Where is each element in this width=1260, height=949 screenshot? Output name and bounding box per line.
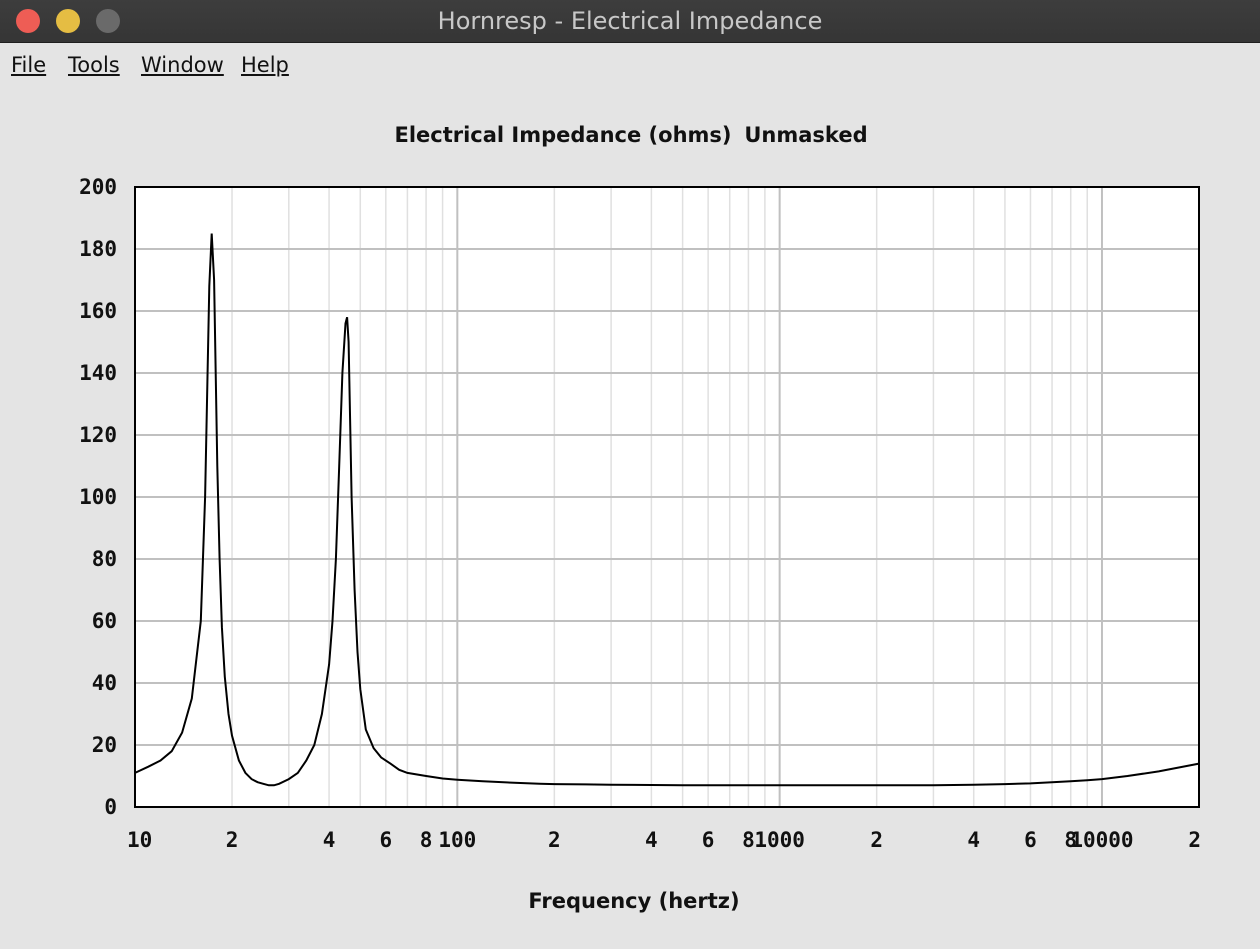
menu-tools[interactable]: Tools [68,53,120,77]
menu-bar: File Tools Window Help [0,43,1260,87]
x-tick-label: 10 [127,828,152,852]
x-tick-label: 2 [870,828,883,852]
x-tick-label: 1000 [754,828,805,852]
x-axis-label: Frequency (hertz) [528,889,739,913]
x-tick-label: 8 [420,828,433,852]
minimize-window-button[interactable] [56,9,80,33]
y-tick-label: 140 [79,361,117,385]
x-tick-label: 4 [967,828,980,852]
x-tick-label: 2 [1188,828,1201,852]
y-tick-label: 60 [92,609,117,633]
y-tick-label: 160 [79,299,117,323]
x-tick-label: 2 [548,828,561,852]
x-tick-label: 6 [1024,828,1037,852]
y-tick-label: 0 [104,795,117,819]
y-tick-label: 40 [92,671,117,695]
x-tick-label: 4 [645,828,658,852]
y-tick-label: 100 [79,485,117,509]
chart-subtitle: Unmasked [744,123,867,147]
title-bar: Hornresp - Electrical Impedance [0,0,1260,43]
x-tick-label: 2 [226,828,239,852]
y-tick-label: 200 [79,175,117,199]
y-tick-label: 120 [79,423,117,447]
y-tick-label: 80 [92,547,117,571]
window-title: Hornresp - Electrical Impedance [437,7,823,35]
zoom-window-button[interactable] [96,9,120,33]
impedance-curve [134,233,1200,787]
y-tick-label: 20 [92,733,117,757]
x-tick-label: 8 [742,828,755,852]
x-tick-label: 8 [1064,828,1077,852]
x-tick-label: 100 [438,828,476,852]
plot-border [134,186,1200,808]
y-tick-label: 180 [79,237,117,261]
menu-window[interactable]: Window [141,53,224,77]
chart-title: Electrical Impedance (ohms) [394,123,731,147]
x-tick-label: 6 [702,828,715,852]
close-window-button[interactable] [16,9,40,33]
x-tick-label: 6 [379,828,392,852]
x-tick-label: 4 [323,828,336,852]
menu-help[interactable]: Help [241,53,289,77]
menu-file[interactable]: File [11,53,47,77]
x-tick-label: 10000 [1070,828,1133,852]
